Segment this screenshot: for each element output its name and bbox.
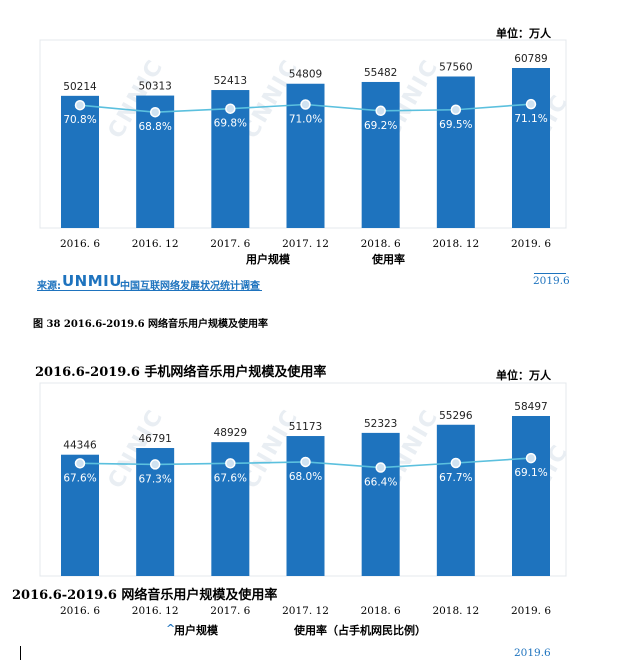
bar-value-label: 46791 bbox=[138, 433, 171, 445]
rate-label: 69.1% bbox=[514, 467, 547, 479]
source-text: 中国互联网络发展状况统计调查 bbox=[120, 281, 260, 292]
x-tick-label: 2016. 6 bbox=[59, 605, 101, 617]
rate-point bbox=[149, 106, 161, 118]
bar-value-label: 52413 bbox=[214, 75, 247, 87]
chart1-caption: 图 38 2016.6-2019.6 网络音乐用户规模及使用率 bbox=[33, 319, 269, 330]
rate-label: 67.6% bbox=[214, 472, 247, 484]
x-tick-label: 2017. 6 bbox=[210, 238, 251, 250]
source-prefix: 来源: bbox=[37, 281, 61, 292]
x-tick-label: 2019. 6 bbox=[510, 238, 552, 250]
bar-2019.6 bbox=[512, 416, 550, 576]
x-tick-label: 2018. 12 bbox=[432, 605, 480, 617]
bar-2016.6 bbox=[61, 454, 99, 576]
chart2-legend-bar: 用户规模 bbox=[174, 624, 218, 637]
bar-value-label: 48929 bbox=[214, 427, 247, 439]
rate-point bbox=[74, 99, 86, 111]
chart2-legend-prefix: ^ bbox=[166, 622, 176, 635]
rate-label: 68.0% bbox=[289, 471, 322, 483]
rate-point bbox=[149, 459, 161, 470]
chart2-subtitle: 2016.6-2019.6 网络音乐用户规模及使用率 bbox=[12, 588, 278, 603]
bar-value-label: 51173 bbox=[289, 421, 322, 433]
x-tick-label: 2018. 6 bbox=[360, 605, 401, 617]
rate-label: 66.4% bbox=[364, 477, 397, 489]
rate-point bbox=[375, 105, 386, 117]
rate-point bbox=[225, 103, 236, 114]
rate-point bbox=[450, 457, 462, 469]
x-tick-label: 2018. 12 bbox=[432, 238, 480, 250]
source-underline bbox=[37, 290, 262, 291]
bar-value-label: 55296 bbox=[439, 410, 473, 422]
rate-label: 67.7% bbox=[439, 472, 472, 484]
text-cursor bbox=[20, 646, 21, 660]
x-tick-label: 2016. 6 bbox=[59, 238, 101, 250]
bar-value-label: 55482 bbox=[364, 67, 397, 79]
chart1-legend-bar: 用户规模 bbox=[246, 253, 290, 266]
bar-2018.12 bbox=[436, 76, 475, 229]
x-tick-label: 2016. 12 bbox=[131, 238, 179, 250]
chart1-legend-line: 使用率 bbox=[372, 253, 405, 266]
chart1-date: 2019.6 bbox=[533, 275, 570, 287]
rate-label: 69.8% bbox=[214, 118, 247, 130]
bar-value-label: 52323 bbox=[364, 418, 397, 430]
bar-2019.6 bbox=[512, 68, 550, 228]
x-tick-label: 2017. 12 bbox=[282, 238, 329, 250]
bar-2016.12 bbox=[136, 95, 175, 228]
x-tick-label: 2017. 12 bbox=[282, 605, 329, 617]
rate-point bbox=[450, 104, 462, 115]
rate-label: 69.5% bbox=[439, 119, 472, 131]
chart2-plot: CNNICCNNICCNNICCNNIC4434667.6%4679167.3%… bbox=[39, 382, 574, 577]
source-brand-logo: UNMIU bbox=[62, 272, 122, 290]
bar-2018.12 bbox=[436, 424, 475, 576]
rate-point bbox=[300, 99, 311, 110]
rate-label: 69.2% bbox=[364, 120, 397, 132]
x-tick-label: 2019. 6 bbox=[510, 605, 552, 617]
bar-value-label: 57560 bbox=[439, 61, 472, 73]
rate-label: 71.1% bbox=[514, 113, 547, 125]
bar-value-label: 44346 bbox=[63, 440, 97, 452]
rate-point bbox=[525, 98, 537, 110]
rate-point bbox=[225, 458, 236, 469]
chart2-date: 2019.6 bbox=[514, 647, 551, 659]
rate-label: 67.3% bbox=[138, 473, 171, 485]
x-tick-label: 2017. 6 bbox=[210, 605, 251, 617]
bar-value-label: 60789 bbox=[514, 53, 547, 65]
bar-2018.6 bbox=[361, 432, 400, 576]
rate-label: 70.8% bbox=[63, 114, 96, 126]
chart1-plot: CNNICCNNICCNNICCNNIC5021470.8%5031368.8%… bbox=[39, 39, 574, 229]
x-tick-label: 2016. 12 bbox=[131, 605, 179, 617]
chart2-unit-label: 单位：万人 bbox=[496, 369, 551, 382]
rate-label: 71.0% bbox=[289, 114, 322, 126]
rate-point bbox=[74, 458, 86, 469]
bar-value-label: 58497 bbox=[514, 401, 547, 413]
bar-2016.6 bbox=[61, 95, 99, 228]
date-overline bbox=[534, 273, 566, 274]
bar-value-label: 50214 bbox=[63, 81, 97, 93]
chart2-legend-line: 使用率（占手机网民比例） bbox=[294, 624, 426, 637]
rate-point bbox=[375, 462, 386, 473]
bar-value-label: 54809 bbox=[289, 69, 322, 81]
chart2-title: 2016.6-2019.6 手机网络音乐用户规模及使用率 bbox=[35, 365, 327, 380]
rate-label: 68.8% bbox=[138, 121, 171, 133]
bar-value-label: 50313 bbox=[138, 81, 171, 93]
rate-label: 67.6% bbox=[63, 472, 96, 484]
rate-point bbox=[300, 456, 311, 468]
rate-point bbox=[525, 452, 537, 464]
chart1-unit-label: 单位：万人 bbox=[496, 27, 551, 40]
x-tick-label: 2018. 6 bbox=[360, 238, 401, 250]
